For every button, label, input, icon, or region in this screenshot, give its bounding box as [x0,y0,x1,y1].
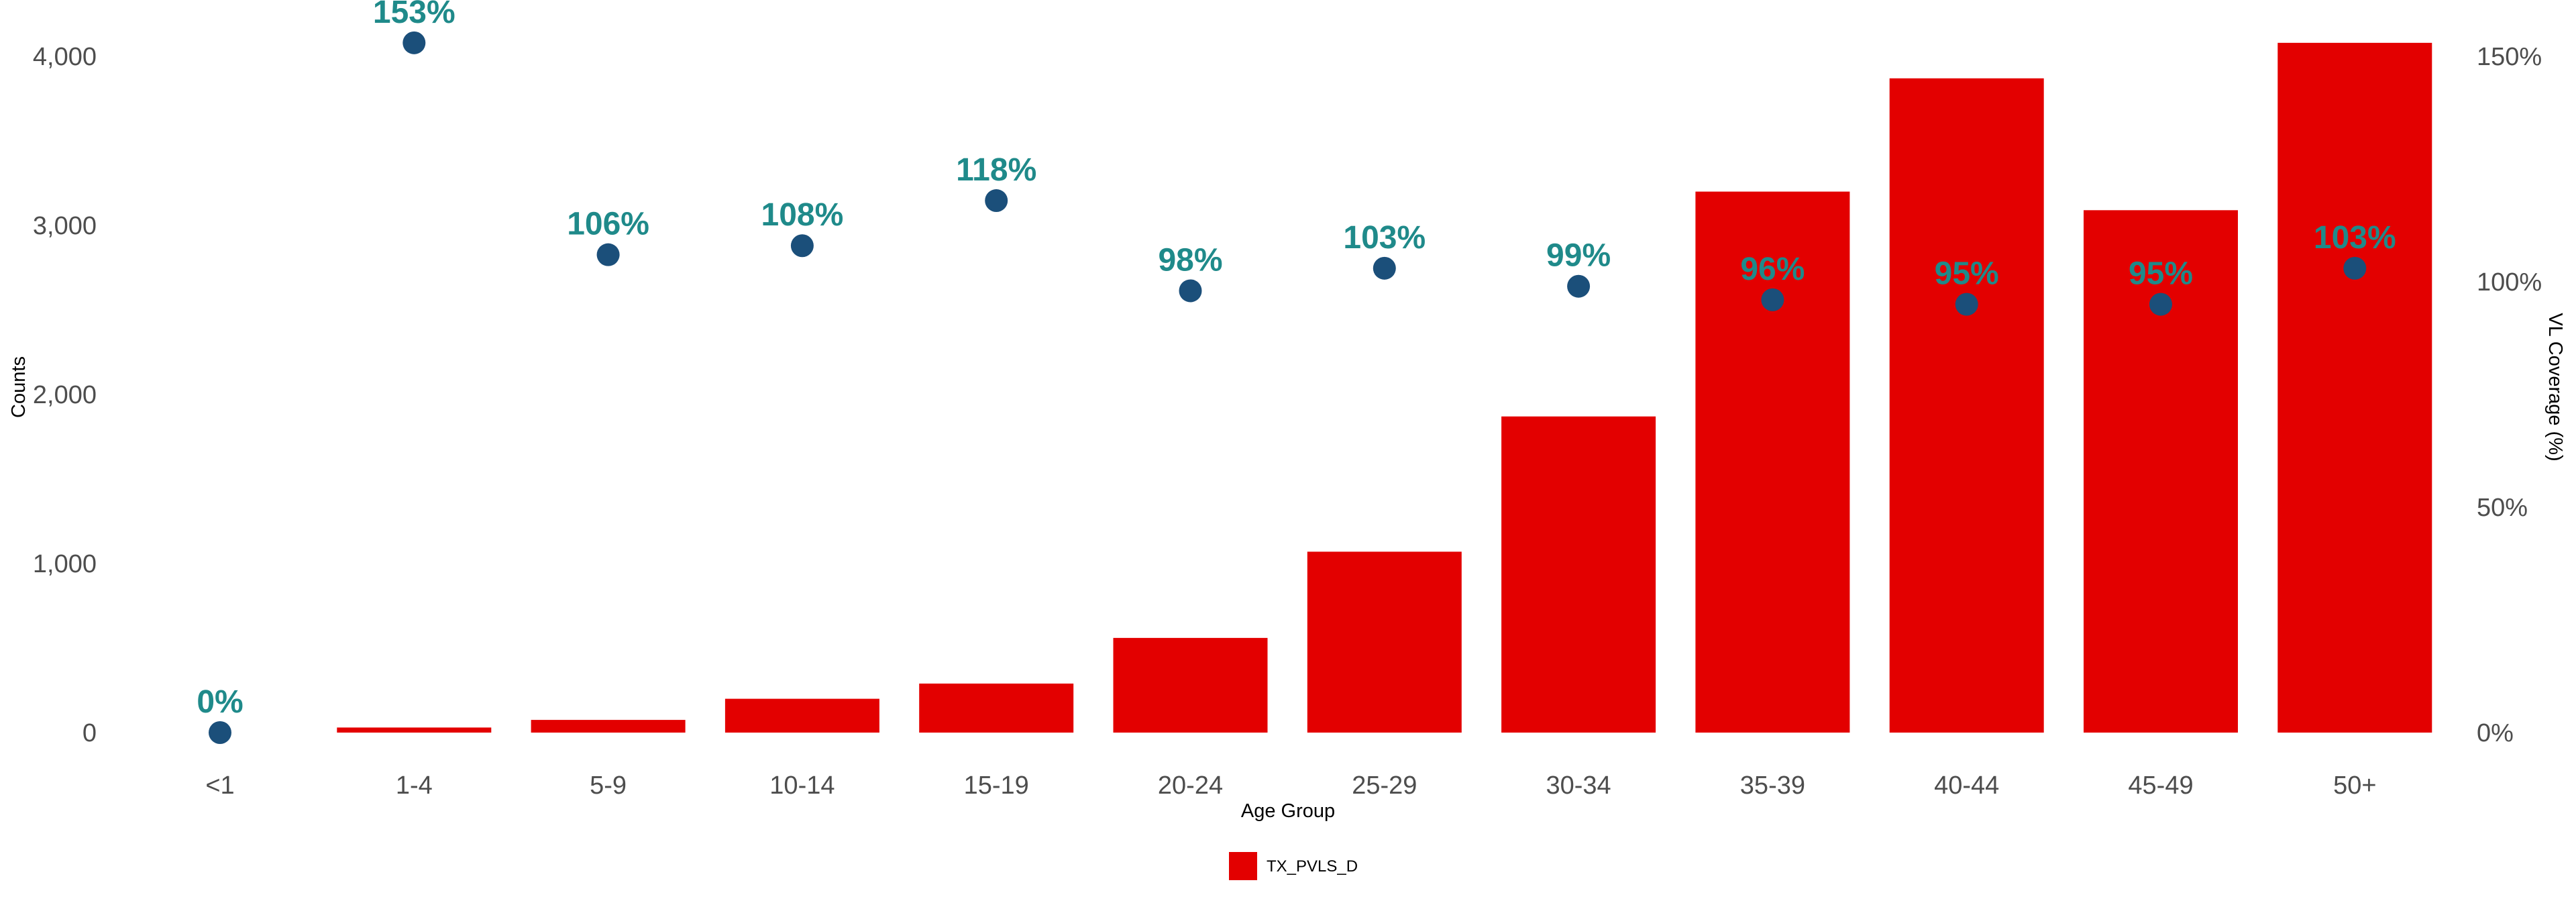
x-axis-title: Age Group [1241,800,1335,822]
bar [1501,416,1656,733]
point-label: 98% [1158,242,1222,278]
bar [1307,551,1462,733]
x-tick-label: 50+ [2333,771,2376,800]
point-label: 108% [761,197,844,233]
point [2149,292,2172,316]
point [402,31,426,54]
x-tick-label: 1-4 [396,771,433,800]
point [1761,288,1784,311]
point-label: 106% [567,207,649,242]
bar [724,698,879,733]
point [209,721,231,744]
y-tick-label: 1,000 [33,550,97,578]
x-tick-label: 40-44 [1934,771,1999,800]
y-axis-title: Counts [8,356,30,418]
y2-axis-title: VL Coverage (%) [2544,313,2566,461]
y-tick-label: 4,000 [33,43,97,71]
x-tick-label: 20-24 [1158,771,1223,800]
point [1179,279,1202,303]
x-tick-label: 30-34 [1546,771,1611,800]
bar [1113,637,1268,733]
x-tick-label: 25-29 [1352,771,1417,800]
bar-series [337,42,2432,733]
y2-tick-label: 100% [2477,268,2542,297]
bar [2277,42,2432,733]
y2-tick-label: 150% [2477,43,2542,71]
point [1567,274,1591,298]
x-tick-label: 15-19 [964,771,1029,800]
point [985,189,1008,213]
bar [337,727,492,733]
point-label: 99% [1546,238,1611,274]
point-series [209,31,2367,744]
point [596,243,620,266]
left-axis-ticks: 0 1,000 2,000 3,000 4,000 [33,43,97,747]
bar [1695,191,1850,733]
point [790,234,814,258]
bar [1889,78,2044,733]
legend: TX_PVLS_D [1229,852,1358,880]
x-tick-label: 45-49 [2128,771,2193,800]
x-tick-label: 10-14 [769,771,835,800]
point-label: 153% [373,0,455,30]
x-axis-ticks: <1 1-4 5-9 10-14 15-19 20-24 25-29 30-34 35-39 40… [205,771,2376,800]
x-tick-label: 35-39 [1740,771,1805,800]
bar [531,720,686,733]
point [1955,292,1978,316]
point-label: 118% [956,152,1036,188]
y2-tick-label: 50% [2477,494,2528,522]
legend-label-tx-pvls-d: TX_PVLS_D [1267,857,1358,875]
point-label: 96% [1740,252,1805,287]
point-label: 95% [1935,256,1999,292]
point [1373,256,1396,280]
point-label: 103% [2314,220,2396,256]
point [2343,256,2367,280]
point-label: 0% [197,684,243,720]
legend-swatch-tx-pvls-d [1229,852,1257,880]
y-tick-label: 2,000 [33,381,97,409]
point-label: 95% [2129,256,2193,292]
x-tick-label: <1 [205,771,234,800]
point-label: 103% [1343,220,1426,256]
y2-tick-label: 0% [2477,719,2514,747]
bar [919,683,1074,733]
point-labels: 0% 153% 106% 108% 118% 98% 103% 99% 96% 95% 95% 103… [197,0,2396,720]
right-axis-ticks: 0% 50% 100% 150% [2477,43,2542,747]
y-tick-label: 3,000 [33,212,97,240]
x-tick-label: 5-9 [590,771,627,800]
y-tick-label: 0 [83,719,97,747]
